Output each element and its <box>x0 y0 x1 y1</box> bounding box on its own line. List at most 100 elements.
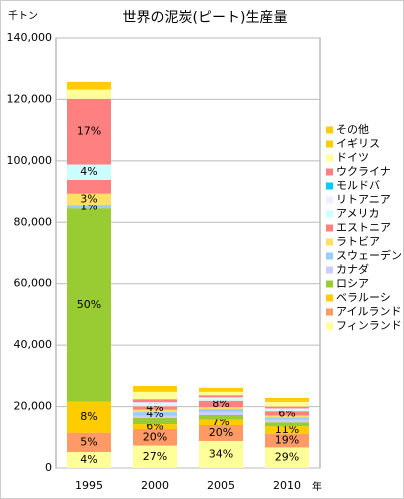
data-label: 4% <box>80 165 97 178</box>
bar-segment <box>133 391 177 400</box>
bar-segment <box>67 89 111 99</box>
bar-segment <box>67 205 111 209</box>
x-tick-label: 2000 <box>141 479 169 492</box>
bar-segment <box>199 419 243 425</box>
bar-segment <box>67 193 111 206</box>
bar-segment <box>133 403 177 407</box>
legend-swatch <box>326 294 333 302</box>
data-label: 20% <box>143 430 167 443</box>
bar-segment <box>265 409 309 412</box>
legend-label: ウクライナ <box>336 165 391 178</box>
legend-swatch <box>326 308 333 316</box>
y-tick-label: 120,000 <box>7 92 53 105</box>
data-label: 8% <box>80 410 97 423</box>
bar-segment <box>67 81 111 87</box>
bar-segment <box>133 428 177 446</box>
bar-segment <box>265 417 309 420</box>
legend-swatch <box>326 280 333 288</box>
legend-swatch <box>326 322 333 330</box>
bar-segment <box>133 399 177 403</box>
bar-segment <box>199 387 243 390</box>
bar-segment <box>265 426 309 434</box>
bar-segment <box>67 432 111 453</box>
legend-swatch <box>326 140 333 148</box>
y-tick-label: 0 <box>45 461 52 474</box>
bar-segment <box>133 415 177 418</box>
bar-segment <box>199 395 243 398</box>
bar-segment <box>133 406 177 410</box>
bar-segment <box>133 409 177 413</box>
bar-segment <box>199 412 243 415</box>
legend-label: リトアニア <box>336 193 391 206</box>
legend-label: ラトビア <box>336 235 380 248</box>
legend-swatch <box>326 168 333 176</box>
x-axis-label: 年 <box>312 480 322 493</box>
data-label: 50% <box>77 298 101 311</box>
legend-swatch <box>326 266 333 274</box>
data-label: 27% <box>143 450 167 463</box>
bar-segment <box>67 179 111 194</box>
y-axis-label: 千トン <box>8 10 38 22</box>
bar-segment <box>133 424 177 429</box>
bar-segment <box>67 98 111 165</box>
legend-swatch <box>326 154 333 162</box>
x-tick-label: 1995 <box>75 479 103 492</box>
bar-segment <box>67 401 111 433</box>
bar-segment <box>265 406 309 409</box>
legend-swatch <box>326 252 333 260</box>
legend-swatch <box>326 238 333 246</box>
legend-label: エストニア <box>336 221 391 234</box>
bar-segment <box>265 447 309 468</box>
bar-segment <box>67 164 111 180</box>
legend-swatch <box>326 126 333 134</box>
y-tick-label: 80,000 <box>14 215 53 228</box>
bar-segment <box>265 400 309 402</box>
legend-label: アイルランド <box>336 305 401 318</box>
bar-segment <box>199 389 243 392</box>
y-tick-label: 40,000 <box>14 338 53 351</box>
bar-segment <box>133 385 177 390</box>
bar-segment <box>265 433 309 448</box>
legend-swatch <box>326 196 333 204</box>
data-label: 4% <box>80 453 97 466</box>
bar-segment <box>265 422 309 427</box>
bar-segment <box>199 409 243 413</box>
bar-segment <box>265 408 309 410</box>
legend-swatch <box>326 210 333 218</box>
legend-label: モルドバ <box>336 179 380 192</box>
legend-label: その他 <box>336 123 369 136</box>
chart-title: 世界の泥炭(ピート)生産量 <box>123 10 288 26</box>
bar-segment <box>67 208 111 402</box>
bar-segment <box>133 389 177 392</box>
y-tick-label: 60,000 <box>14 277 53 290</box>
data-label: 5% <box>80 435 97 448</box>
bar-segment <box>265 411 309 416</box>
bar-segment <box>133 445 177 468</box>
bar-segment <box>199 397 243 399</box>
data-label: 3% <box>80 192 97 205</box>
legend-label: ドイツ <box>336 151 369 164</box>
bar-segment <box>133 402 177 404</box>
data-label: 20% <box>209 426 233 439</box>
data-label: 17% <box>77 125 101 138</box>
legend-swatch <box>326 224 333 232</box>
data-label: 11% <box>275 423 299 436</box>
bar-segment <box>265 401 309 407</box>
y-tick-label: 100,000 <box>7 154 53 167</box>
bar-segment <box>199 425 243 441</box>
data-label: 29% <box>275 451 299 464</box>
legend-label: スウェーデン <box>336 248 402 262</box>
data-label: 19% <box>275 434 299 447</box>
bar-segment <box>199 400 243 408</box>
bar-segment <box>199 407 243 410</box>
bar-segment <box>133 412 177 416</box>
legend-label: イギリス <box>336 137 380 150</box>
y-tick-label: 20,000 <box>14 400 53 413</box>
bar-segment <box>199 398 243 401</box>
bar-segment <box>199 414 243 420</box>
bar-segment <box>199 440 243 468</box>
bar-segment <box>67 452 111 468</box>
bar-segment <box>67 86 111 90</box>
legend-label: アメリカ <box>336 207 379 220</box>
